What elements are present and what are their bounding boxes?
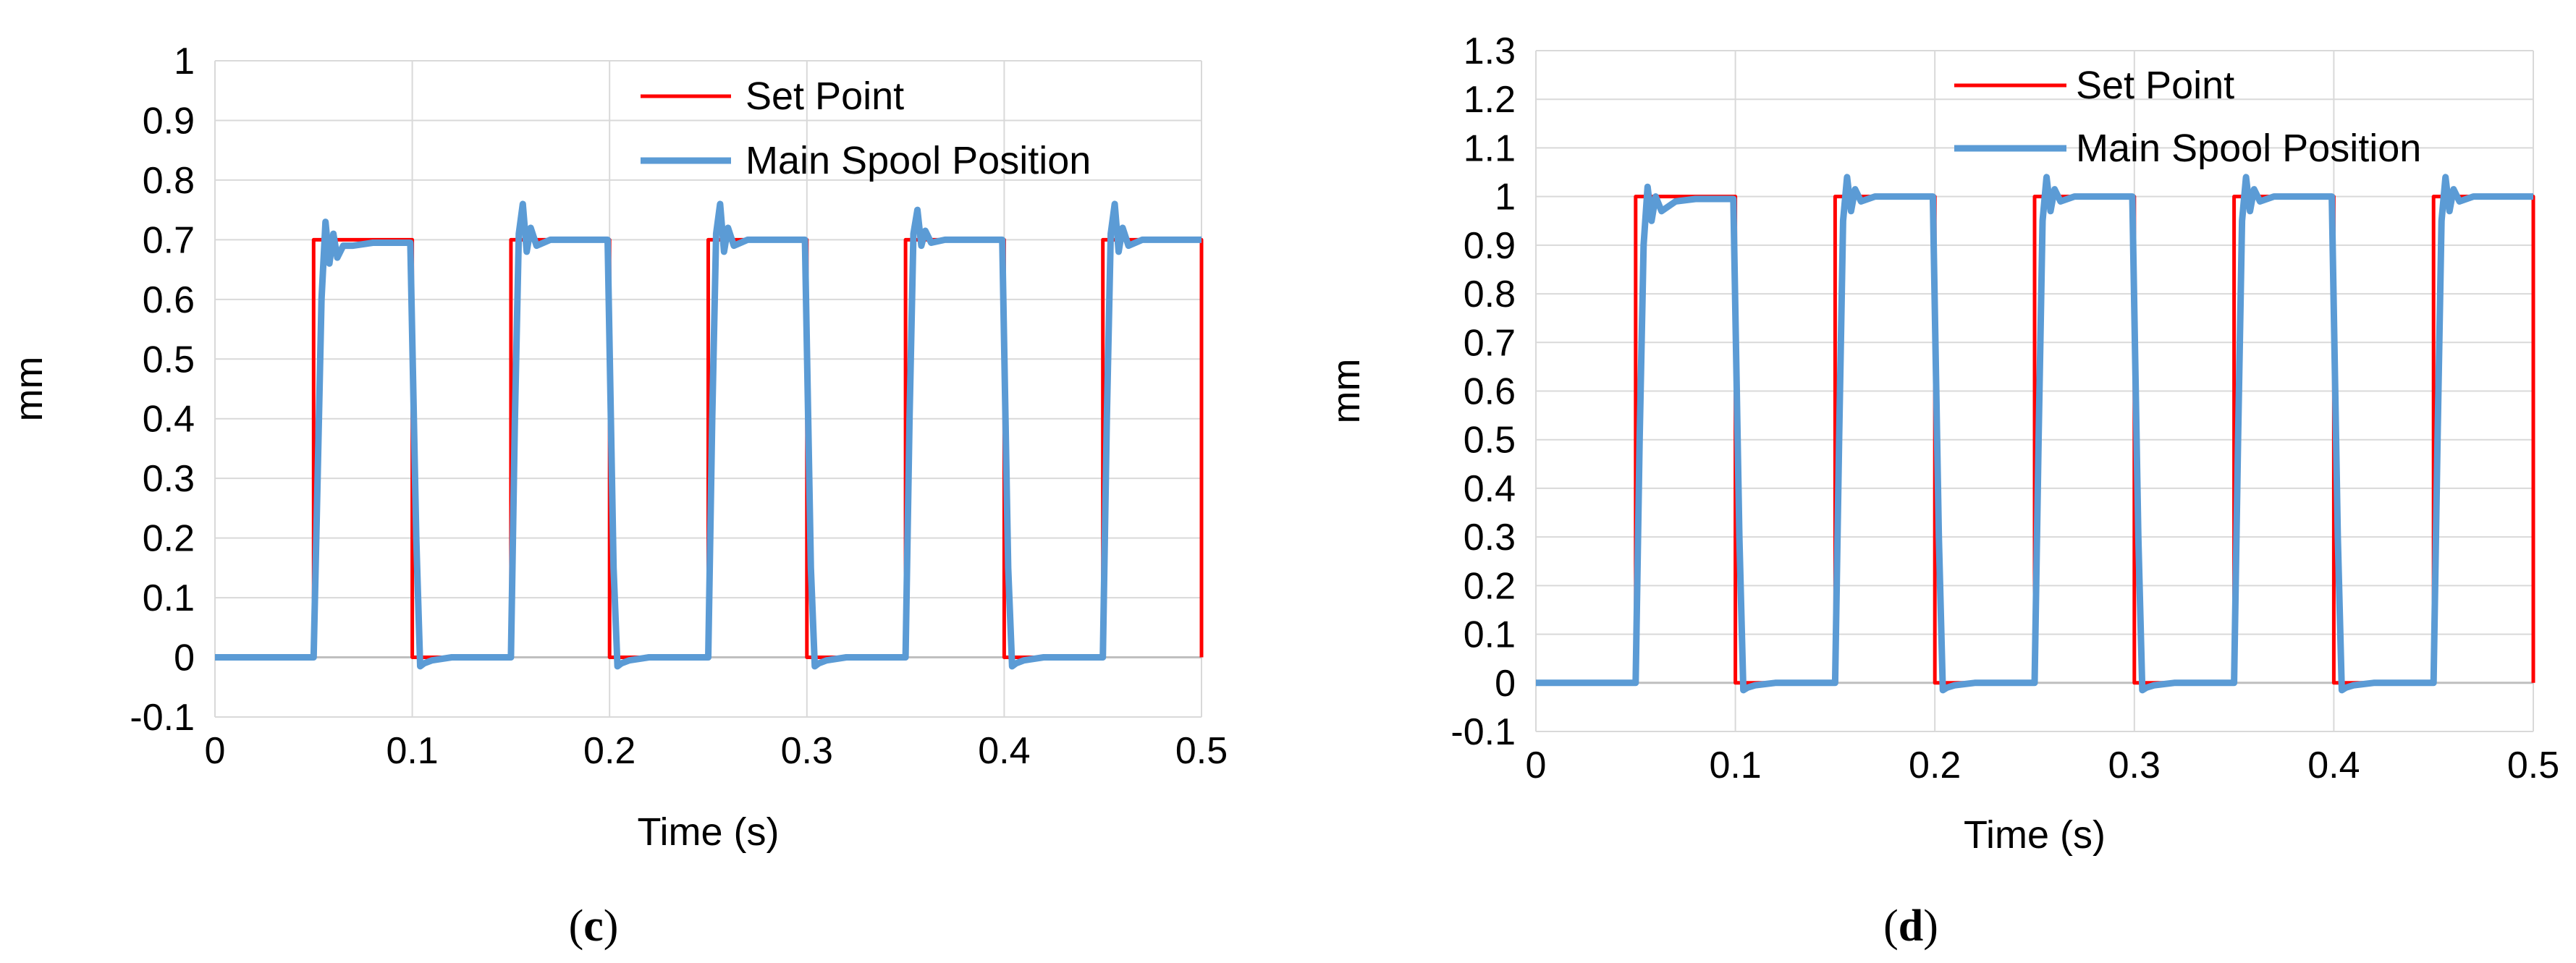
y-tick-label: 1 [1495, 177, 1516, 219]
y-tick-label: 0.5 [143, 339, 195, 381]
y-tick-label: 0.1 [1464, 614, 1516, 656]
panel-label: (d) [1883, 902, 1938, 951]
y-tick-label: 0.3 [143, 458, 195, 500]
x-tick-label: 0.3 [2108, 744, 2161, 786]
y-tick-label: 0.9 [1464, 225, 1516, 267]
y-tick-label: 0.3 [1464, 517, 1516, 559]
y-tick-label: 0.4 [1464, 468, 1516, 510]
y-tick-label: 0.8 [1464, 273, 1516, 315]
y-tick-label: 1 [174, 41, 195, 82]
x-tick-label: 0.2 [583, 730, 635, 772]
legend-entry: Main Spool Position [2076, 127, 2421, 170]
x-tick-label: 0.4 [2307, 744, 2360, 786]
y-axis-label: mm [7, 357, 51, 422]
y-tick-label: -0.1 [130, 697, 195, 739]
y-tick-label: 0.4 [143, 399, 195, 441]
x-tick-label: 0.2 [1909, 744, 1961, 786]
series-line-main-spool-position [215, 200, 1202, 670]
y-tick-label: 0.2 [1464, 565, 1516, 607]
y-tick-label: 0.7 [1464, 322, 1516, 364]
legend: Set Point Main Spool Position [1954, 64, 2421, 170]
x-tick-label: 0.1 [1709, 744, 1761, 786]
y-tick-label: 0.1 [143, 577, 195, 619]
y-tick-label: 0.2 [143, 518, 195, 560]
y-tick-label: 1.3 [1464, 30, 1516, 72]
y-tick-label: 1.1 [1464, 127, 1516, 169]
y-tick-label: 0.5 [1464, 420, 1516, 462]
y-tick-label: 0 [174, 637, 195, 679]
y-tick-label: -0.1 [1450, 711, 1516, 753]
chart-panel-c: -0.100.10.20.30.40.50.60.70.80.910 0.1 0.2… [7, 41, 1228, 951]
y-tick-label: 0.8 [143, 160, 195, 202]
y-tick-label: 0.6 [1464, 371, 1516, 413]
y-tick-label: 0.6 [143, 279, 195, 321]
y-tick-label: 0.7 [143, 219, 195, 261]
legend-entry: Set Point [746, 75, 904, 118]
y-tick-label: 0 [1495, 663, 1516, 705]
legend-entry: Set Point [2076, 64, 2234, 107]
x-tick-label: 0.1 [386, 730, 438, 772]
x-tick-label: 0.4 [978, 730, 1030, 772]
x-tick-label: 0 [1526, 744, 1547, 786]
x-tick-label: 0.3 [781, 730, 833, 772]
legend-entry: Main Spool Position [746, 139, 1091, 182]
y-axis-label: mm [1325, 359, 1368, 424]
x-tick-label: 0.5 [1175, 730, 1228, 772]
y-tick-label: 0.9 [143, 100, 195, 142]
chart-panel-d: -0.100.10.20.30.40.50.60.70.80.911.11.21… [1325, 30, 2559, 951]
series-line-main-spool-position [1536, 174, 2533, 694]
x-tick-label: 0 [205, 730, 226, 772]
legend: Set Point Main Spool Position [641, 75, 1091, 182]
x-axis-label: Time (s) [638, 810, 780, 854]
x-tick-label: 0.5 [2507, 744, 2559, 786]
panel-label: (c) [569, 902, 619, 951]
x-axis-label: Time (s) [1964, 813, 2106, 857]
y-tick-label: 1.2 [1464, 79, 1516, 121]
